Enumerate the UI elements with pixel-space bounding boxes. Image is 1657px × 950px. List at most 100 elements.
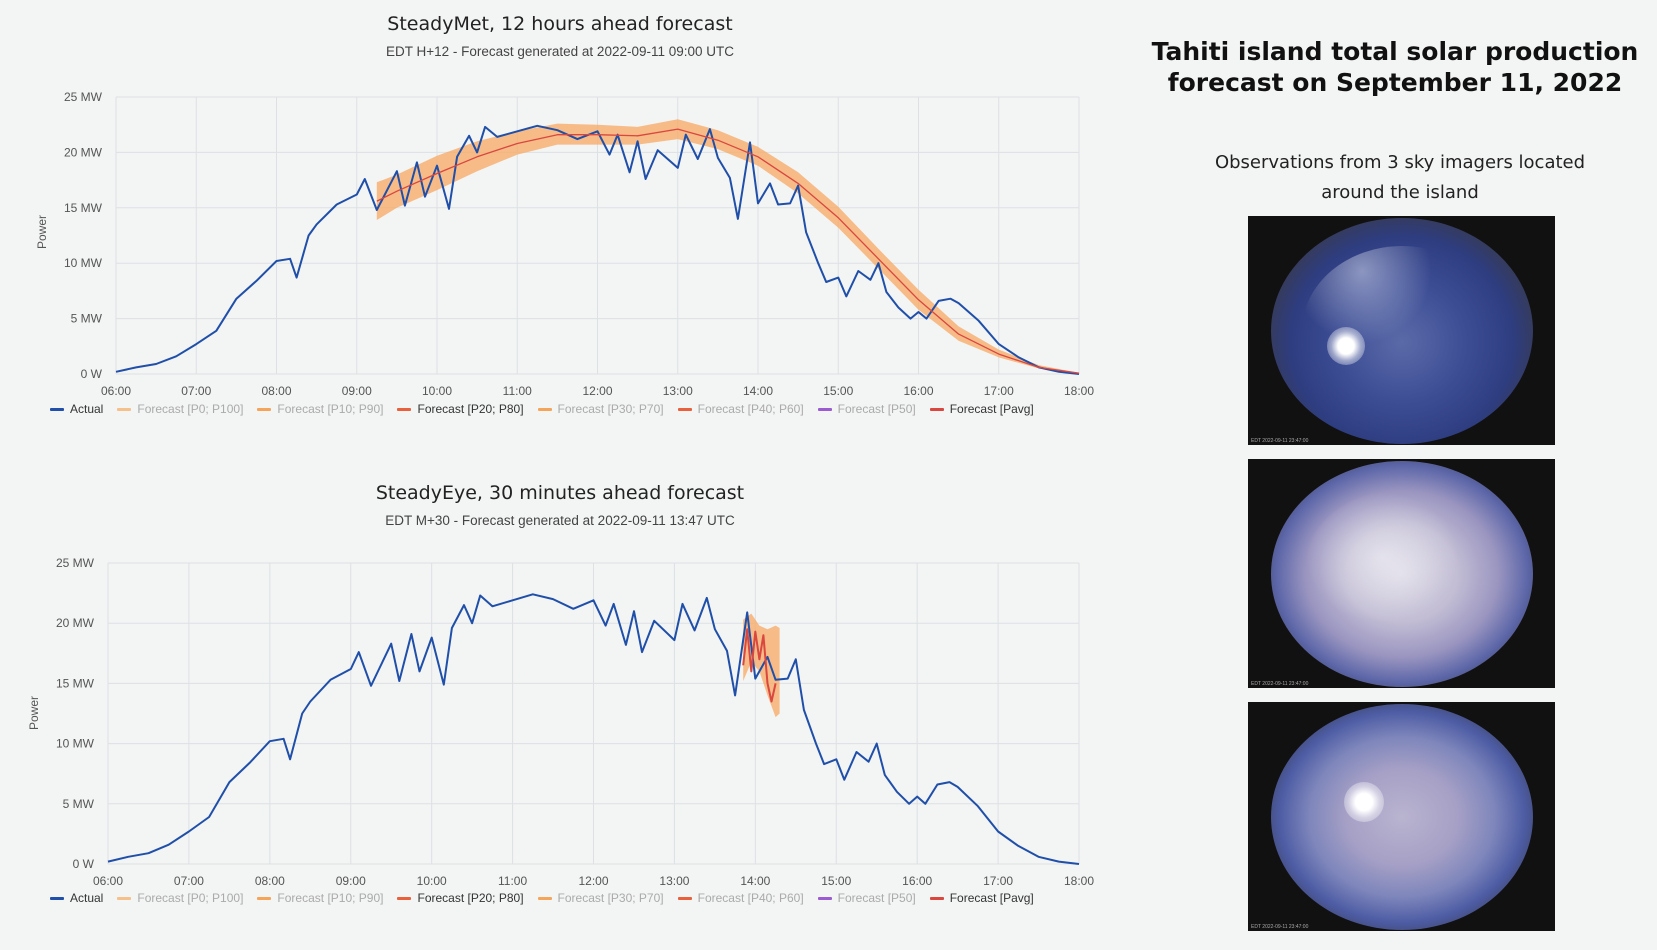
panel-title: Tahiti island total solar production for… xyxy=(1151,37,1639,97)
x-tick-label: 10:00 xyxy=(417,874,447,885)
y-tick-label: 15 MW xyxy=(64,201,103,215)
actual-line xyxy=(115,124,1080,375)
legend-swatch xyxy=(397,896,412,900)
legend-item[interactable]: Actual xyxy=(50,891,103,905)
legend-swatch xyxy=(537,407,552,411)
y-axis-label: Power xyxy=(27,696,41,730)
x-tick-label: 16:00 xyxy=(903,384,933,398)
y-tick-label: 20 MW xyxy=(56,616,95,630)
y-tick-label: 15 MW xyxy=(56,676,95,690)
legend-label: Forecast [P0; P100] xyxy=(137,891,244,905)
legend-swatch xyxy=(50,407,64,411)
x-tick-label: 12:00 xyxy=(578,874,608,885)
legend-swatch xyxy=(257,896,272,900)
y-tick-label: 20 MW xyxy=(64,145,103,159)
legend-swatch xyxy=(929,407,944,411)
chart-plot: 06:00 07:00 08:00 09:00 10:00 11:00 12:00 13:00… xyxy=(27,556,1094,885)
legend-label: Forecast [P40; P60] xyxy=(697,402,804,416)
sky-photo-caption: EDT 2022-09-11 23:47:00 xyxy=(1251,924,1309,930)
legend-label: Forecast [Pavg] xyxy=(949,402,1034,416)
legend-label: Actual xyxy=(70,891,104,905)
y-tick-label: 25 MW xyxy=(56,556,95,570)
forecast-band-p20-p80 xyxy=(743,613,780,718)
legend-label: Actual xyxy=(70,402,104,416)
x-tick-label: 06:00 xyxy=(101,384,131,398)
chart-subtitle: EDT H+12 - Forecast generated at 2022-09… xyxy=(385,44,735,59)
legend-item[interactable]: Forecast [P10; P90] xyxy=(257,891,383,905)
legend-swatch xyxy=(677,407,692,411)
legend-item[interactable]: Forecast [Pavg] xyxy=(929,402,1034,416)
forecast-band-p20-p80 xyxy=(376,119,1079,374)
y-tick-label: 10 MW xyxy=(56,737,95,751)
legend-swatch xyxy=(257,407,272,411)
legend-item[interactable]: Forecast [P40; P60] xyxy=(677,891,804,905)
x-tick-label: 07:00 xyxy=(174,874,204,885)
legend-label: Forecast [P20; P80] xyxy=(417,891,524,905)
legend-item[interactable]: Forecast [P20; P80] xyxy=(397,402,524,416)
legend-item[interactable]: Forecast [P0; P100] xyxy=(117,402,243,416)
x-tick-label: 13:00 xyxy=(663,384,693,398)
x-tick-label: 15:00 xyxy=(821,874,851,885)
legend-label: Forecast [P10; P90] xyxy=(277,891,384,905)
chart-steadyeye: SteadyEye, 30 minutes ahead forecast EDT… xyxy=(0,465,1100,935)
legend-item[interactable]: Actual xyxy=(50,402,103,416)
x-tick-label: 08:00 xyxy=(255,874,285,885)
legend-item[interactable]: Forecast [P10; P90] xyxy=(257,402,383,416)
chart-steadymet: SteadyMet, 12 hours ahead forecast EDT H… xyxy=(0,0,1100,430)
legend-item[interactable]: Forecast [P20; P80] xyxy=(397,891,524,905)
y-tick-label: 5 MW xyxy=(63,797,95,811)
legend-swatch xyxy=(677,896,692,900)
forecast-pavg-line xyxy=(376,128,1080,374)
y-tick-label: 5 MW xyxy=(71,312,103,326)
legend-label: Forecast [Pavg] xyxy=(949,891,1034,905)
x-tick-label: 16:00 xyxy=(902,874,932,885)
legend-label: Forecast [P30; P70] xyxy=(557,402,664,416)
sky-photo-caption: EDT 2022-09-11 23:47:00 xyxy=(1251,438,1309,444)
legend-swatch xyxy=(929,896,944,900)
y-tick-label: 10 MW xyxy=(64,256,103,270)
legend-label: Forecast [P0; P100] xyxy=(137,402,244,416)
chart-legend: Actual Forecast [P0; P100] Forecast [P10; … xyxy=(50,891,1034,905)
y-tick-label: 0 W xyxy=(73,857,95,871)
x-tick-label: 06:00 xyxy=(93,874,123,885)
legend-item[interactable]: Forecast [P50] xyxy=(817,402,916,416)
legend-label: Forecast [P50] xyxy=(837,891,916,905)
chart-subtitle: EDT M+30 - Forecast generated at 2022-09… xyxy=(385,513,735,528)
legend-item[interactable]: Forecast [P50] xyxy=(817,891,916,905)
x-tick-label: 12:00 xyxy=(582,384,612,398)
x-tick-label: 08:00 xyxy=(261,384,291,398)
legend-label: Forecast [P10; P90] xyxy=(277,402,384,416)
y-axis-label: Power xyxy=(35,215,49,249)
legend-item[interactable]: Forecast [P40; P60] xyxy=(677,402,804,416)
y-tick-label: 25 MW xyxy=(64,90,103,104)
legend-label: Forecast [P50] xyxy=(837,402,916,416)
legend-item[interactable]: Forecast [Pavg] xyxy=(929,891,1034,905)
chart-legend: Actual Forecast [P0; P100] Forecast [P10; … xyxy=(50,402,1034,416)
legend-label: Forecast [P40; P60] xyxy=(697,891,804,905)
x-tick-label: 17:00 xyxy=(984,384,1014,398)
legend-item[interactable]: Forecast [P0; P100] xyxy=(117,891,243,905)
actual-line xyxy=(107,593,1080,865)
sky-imager-photo-2: EDT 2022-09-11 23:47:00 xyxy=(1248,459,1555,688)
legend-swatch xyxy=(117,407,132,411)
chart-title: SteadyMet, 12 hours ahead forecast xyxy=(387,13,733,35)
x-tick-label: 11:00 xyxy=(503,384,532,398)
forecast-pavg-line xyxy=(742,628,777,703)
x-tick-label: 17:00 xyxy=(983,874,1013,885)
x-tick-label: 18:00 xyxy=(1064,874,1094,885)
x-tick-label: 15:00 xyxy=(823,384,853,398)
y-tick-label: 0 W xyxy=(81,367,103,381)
x-tick-label: 13:00 xyxy=(659,874,689,885)
legend-label: Forecast [P30; P70] xyxy=(557,891,664,905)
chart-plot: 06:00 07:00 08:00 09:00 10:00 11:00 12:00 13:00… xyxy=(35,90,1094,398)
x-tick-label: 14:00 xyxy=(743,384,773,398)
legend-item[interactable]: Forecast [P30; P70] xyxy=(537,891,664,905)
legend-swatch xyxy=(50,896,64,900)
sky-imager-photo-3: EDT 2022-09-11 23:47:00 xyxy=(1248,702,1555,931)
legend-item[interactable]: Forecast [P30; P70] xyxy=(537,402,664,416)
legend-swatch xyxy=(117,896,132,900)
x-tick-label: 14:00 xyxy=(740,874,770,885)
legend-swatch xyxy=(817,896,832,900)
legend-swatch xyxy=(397,407,412,411)
legend-label: Forecast [P20; P80] xyxy=(417,402,524,416)
